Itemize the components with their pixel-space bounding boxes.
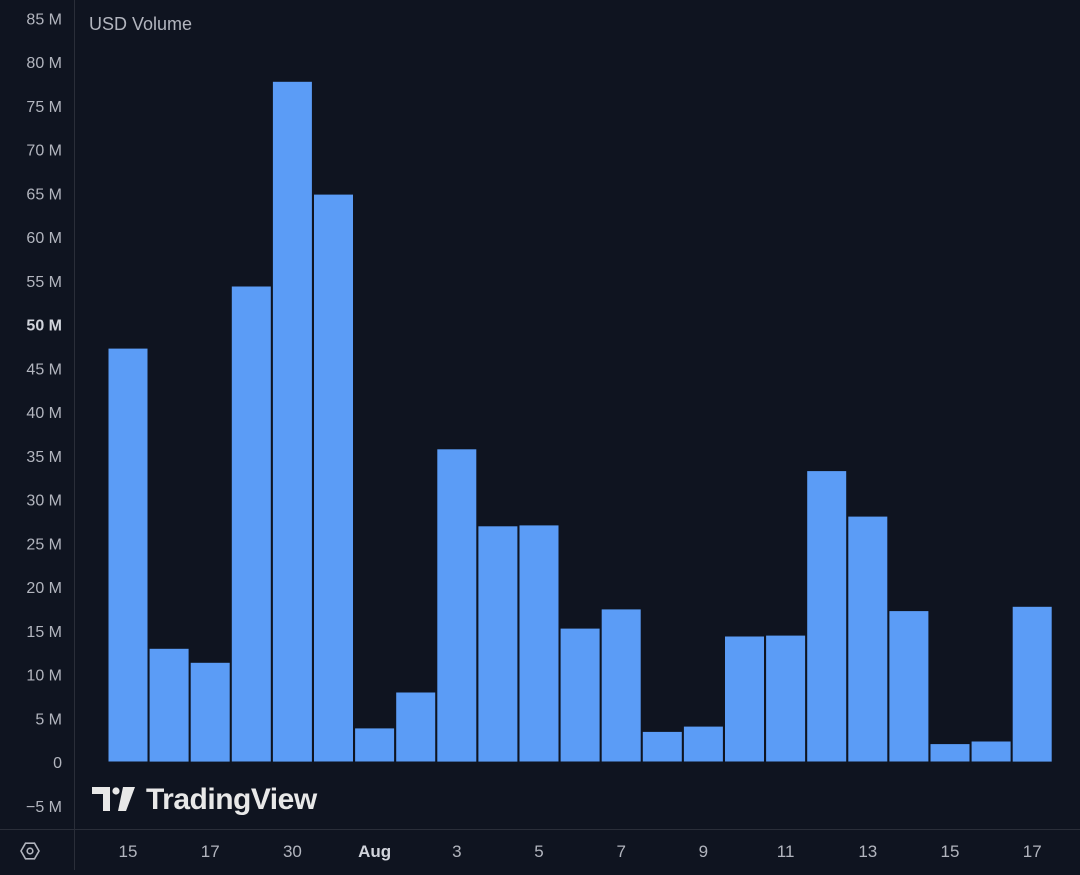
bar-18[interactable] xyxy=(847,515,889,763)
bar-16[interactable] xyxy=(765,634,807,763)
tradingview-wordmark: TradingView xyxy=(146,783,318,816)
hexagon-settings-icon[interactable] xyxy=(20,842,40,860)
bars-group xyxy=(107,80,1053,763)
x-tick-label: 3 xyxy=(452,842,461,861)
bar-4[interactable] xyxy=(271,80,313,763)
x-tick-label: 5 xyxy=(534,842,543,861)
y-tick-label: 15 M xyxy=(26,624,62,641)
bar-11[interactable] xyxy=(559,627,601,763)
y-tick-label: 10 M xyxy=(26,668,62,685)
bar-7[interactable] xyxy=(395,691,437,763)
x-tick-label: 9 xyxy=(699,842,708,861)
y-tick-label: 70 M xyxy=(26,143,62,160)
y-tick-label: 75 M xyxy=(26,99,62,116)
y-tick-label: 60 M xyxy=(26,230,62,247)
bar-19[interactable] xyxy=(888,610,930,763)
y-tick-label: 85 M xyxy=(26,11,62,28)
x-tick-label: 15 xyxy=(119,842,138,861)
bar-0[interactable] xyxy=(107,347,149,763)
y-tick-label: −5 M xyxy=(26,799,62,816)
series-title: USD Volume xyxy=(89,14,192,34)
bar-14[interactable] xyxy=(682,725,724,763)
bar-12[interactable] xyxy=(600,608,642,763)
y-tick-label: 45 M xyxy=(26,361,62,378)
x-tick-label: 11 xyxy=(777,842,795,861)
bar-1[interactable] xyxy=(148,647,190,763)
y-tick-label: 40 M xyxy=(26,405,62,422)
x-tick-label: 13 xyxy=(858,842,877,861)
y-tick-label: 55 M xyxy=(26,274,62,291)
bar-9[interactable] xyxy=(477,525,519,763)
y-tick-label: 0 xyxy=(53,755,62,772)
bar-13[interactable] xyxy=(641,730,683,763)
bar-21[interactable] xyxy=(970,740,1012,763)
bar-5[interactable] xyxy=(313,193,354,763)
x-tick-label: 30 xyxy=(283,842,302,861)
bar-15[interactable] xyxy=(724,635,765,763)
x-axis-ticks[interactable]: 15 17 30 Aug 3 5 7 9 11 13 15 17 xyxy=(119,842,1042,861)
bar-20[interactable] xyxy=(929,743,971,763)
bar-8[interactable] xyxy=(436,448,478,763)
bar-17[interactable] xyxy=(806,470,848,763)
bar-22[interactable] xyxy=(1011,605,1053,763)
y-tick-label: 5 M xyxy=(35,711,62,728)
x-tick-label: 7 xyxy=(616,842,625,861)
tradingview-logo: TradingView xyxy=(92,783,318,816)
bar-3[interactable] xyxy=(230,285,272,763)
y-tick-label: 50 M xyxy=(26,318,62,335)
y-tick-label: 65 M xyxy=(26,186,62,203)
tradingview-mark-icon xyxy=(92,787,135,811)
x-tick-label: 17 xyxy=(1023,842,1042,861)
y-tick-label: 25 M xyxy=(26,536,62,553)
bar-2[interactable] xyxy=(189,661,231,763)
y-tick-label: 80 M xyxy=(26,55,62,72)
x-tick-label: 15 xyxy=(941,842,960,861)
bar-10[interactable] xyxy=(518,524,560,763)
x-tick-label: Aug xyxy=(358,842,391,861)
y-tick-label: 35 M xyxy=(26,449,62,466)
x-tick-label: 17 xyxy=(201,842,220,861)
y-tick-label: 20 M xyxy=(26,580,62,597)
bar-6[interactable] xyxy=(354,727,396,763)
y-axis-ticks[interactable]: 85 M 80 M 75 M 70 M 65 M 60 M 55 M 50 M 45 M 40 M… xyxy=(26,11,62,816)
y-tick-label: 30 M xyxy=(26,493,62,510)
